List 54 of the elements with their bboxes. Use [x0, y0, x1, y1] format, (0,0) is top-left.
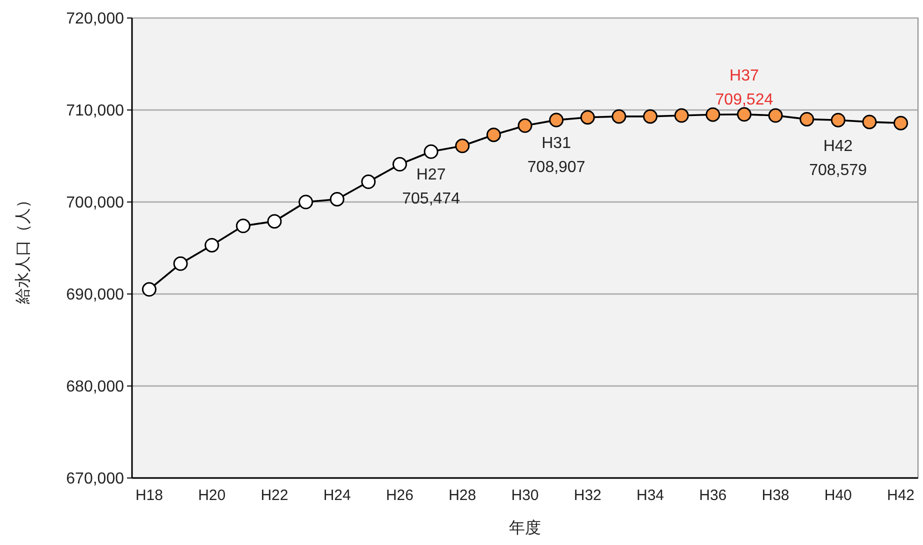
point	[267, 214, 282, 229]
annotation: H27	[416, 166, 446, 184]
point	[894, 116, 908, 130]
point	[392, 157, 407, 172]
point	[236, 218, 250, 234]
y-tick-label: 710,000	[66, 102, 124, 120]
x-tick-label: H34	[636, 487, 664, 504]
point	[674, 108, 689, 123]
point	[142, 282, 156, 297]
point	[424, 144, 438, 159]
point	[518, 118, 532, 133]
x-tick-label: H24	[323, 487, 351, 504]
x-tick-label: H32	[574, 487, 602, 504]
point	[612, 109, 626, 124]
point	[486, 128, 501, 142]
y-tick-label: 670,000	[66, 470, 124, 488]
x-axis-title: 年度	[509, 519, 541, 537]
y-tick-label: 690,000	[66, 286, 124, 304]
data-label: 705,474	[402, 190, 460, 208]
data-label: 708,907	[527, 159, 586, 176]
x-tick-label: H26	[386, 487, 414, 504]
point	[580, 110, 595, 125]
point	[830, 112, 846, 128]
point	[549, 112, 564, 128]
point	[204, 238, 220, 252]
annotation: H42	[823, 138, 853, 156]
point	[643, 109, 658, 124]
data-label: 709,524	[715, 91, 774, 108]
point	[736, 107, 752, 122]
x-tick-label: H20	[198, 487, 226, 504]
x-tick-label: H38	[762, 487, 790, 504]
annotation: H31	[542, 135, 572, 152]
x-tick-label: H40	[824, 487, 852, 504]
point	[330, 192, 344, 206]
x-tick-label: H42	[887, 487, 915, 504]
point	[361, 174, 376, 190]
point	[298, 194, 314, 210]
x-tick-label: H28	[448, 487, 476, 504]
point	[862, 114, 877, 130]
point	[800, 112, 814, 126]
x-tick-label: H30	[511, 487, 539, 504]
point	[173, 256, 188, 271]
x-tick-label: H18	[135, 487, 163, 504]
x-tick-label: H22	[260, 487, 288, 504]
y-tick-label: 720,000	[66, 10, 124, 28]
y-tick-label: 680,000	[66, 378, 124, 396]
point	[768, 108, 783, 123]
y-axis-title: 給水人口（人）	[14, 192, 32, 305]
data-label: 708,579	[809, 162, 868, 180]
x-tick-label: H36	[699, 487, 727, 504]
y-tick-label: 700,000	[66, 194, 124, 212]
point	[455, 138, 470, 154]
annotation: H37	[730, 67, 759, 84]
point	[706, 107, 720, 122]
